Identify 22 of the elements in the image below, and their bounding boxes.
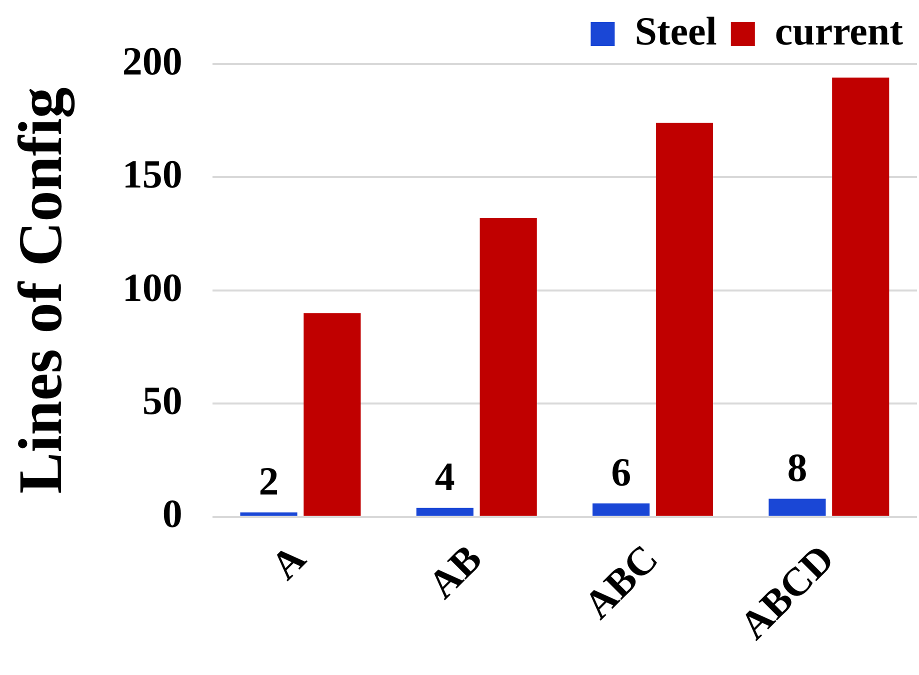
legend-label: Steel	[634, 8, 717, 54]
bar	[480, 218, 537, 516]
bar	[768, 498, 826, 516]
data-label: 8	[787, 445, 808, 490]
data-label: 2	[258, 458, 279, 504]
bar	[592, 503, 650, 516]
data-label: 4	[434, 454, 455, 500]
bar	[240, 512, 298, 516]
y-tick-label: 150	[122, 152, 182, 197]
bar	[656, 122, 714, 516]
x-tick-label: AB	[419, 536, 490, 607]
y-tick-label: 100	[122, 264, 182, 310]
y-axis-title: Lines of Config	[7, 87, 76, 494]
bar	[416, 508, 474, 516]
legend-label: current	[774, 8, 904, 54]
data-label: 6	[611, 450, 632, 495]
y-tick-label: 0	[162, 491, 182, 536]
bar	[304, 313, 361, 516]
bar	[832, 78, 890, 516]
y-tick-label: 50	[142, 378, 182, 424]
x-tick-label: A	[262, 536, 314, 588]
y-tick-label: 200	[122, 38, 182, 84]
